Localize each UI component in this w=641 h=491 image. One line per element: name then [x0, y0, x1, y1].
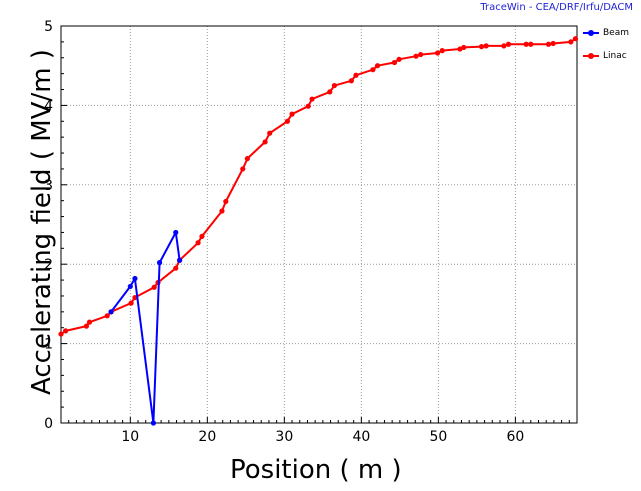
data-point-linac	[572, 36, 579, 42]
x-tick-label: 30	[275, 429, 293, 445]
grid	[61, 26, 577, 423]
y-tick-label: 0	[44, 416, 53, 432]
series	[58, 36, 579, 426]
data-point-linac	[461, 44, 467, 51]
x-tick-label: 60	[506, 429, 524, 445]
series-line-linac	[60, 37, 577, 335]
data-point-linac	[435, 50, 441, 56]
legend: Beam Linac	[583, 26, 629, 72]
x-tick-label: 20	[198, 429, 216, 445]
x-tick-label: 10	[121, 429, 139, 445]
data-point-linac	[523, 41, 529, 47]
data-point-beam	[127, 283, 133, 290]
series-line-beam	[110, 231, 181, 424]
y-tick-label: 3	[44, 178, 53, 194]
legend-item-beam: Beam	[583, 26, 629, 40]
y-tick-label: 2	[44, 257, 53, 273]
data-point-linac	[151, 284, 157, 290]
y-tick-label: 4	[44, 98, 53, 114]
data-point-linac	[505, 41, 512, 47]
data-point-linac	[58, 331, 64, 337]
data-point-linac	[305, 103, 311, 109]
data-point-linac	[104, 313, 110, 319]
data-point-beam	[150, 420, 157, 426]
data-point-linac	[501, 43, 507, 49]
data-point-linac	[63, 328, 69, 334]
y-tick-label: 5	[44, 19, 53, 35]
data-point-beam	[177, 257, 183, 263]
data-point-linac	[219, 208, 225, 214]
data-point-linac	[199, 233, 205, 240]
y-tick-label: 1	[44, 337, 53, 353]
data-point-linac	[244, 155, 250, 162]
data-point-linac	[391, 59, 398, 66]
data-point-linac	[240, 166, 246, 172]
data-point-linac	[173, 265, 179, 271]
data-point-linac	[374, 63, 381, 69]
data-point-linac	[478, 44, 485, 50]
data-point-linac	[128, 300, 134, 306]
data-point-linac	[327, 89, 333, 95]
watermark-text: TraceWin - CEA/DRF/Irfu/DACM	[480, 2, 633, 13]
legend-item-linac: Linac	[583, 49, 629, 63]
data-point-linac	[528, 41, 534, 47]
data-point-linac	[568, 39, 574, 45]
data-point-beam	[156, 260, 163, 266]
data-point-linac	[439, 48, 445, 54]
data-point-linac	[86, 319, 93, 325]
axis-ticks: 10 20 30 40 50 60 0 1 2 3 4 5	[44, 19, 578, 445]
data-point-linac	[396, 56, 402, 62]
data-point-linac	[309, 96, 315, 102]
x-tick-label: 50	[429, 429, 447, 445]
data-point-linac	[83, 323, 90, 329]
data-point-linac	[483, 43, 489, 49]
data-point-linac	[550, 40, 556, 47]
data-point-linac	[262, 139, 268, 145]
y-axis-label: Accelerating field ( MV/m )	[27, 49, 57, 395]
data-point-linac	[370, 67, 376, 73]
data-point-beam	[173, 229, 179, 236]
data-point-linac	[223, 198, 229, 205]
x-axis-label: Position ( m )	[230, 455, 402, 485]
data-point-linac	[267, 130, 273, 136]
data-point-linac	[418, 51, 424, 58]
data-point-beam	[108, 309, 114, 315]
data-point-linac	[284, 118, 291, 124]
data-point-linac	[195, 240, 201, 246]
x-tick-label: 40	[352, 429, 370, 445]
data-point-linac	[413, 53, 419, 59]
legend-label-beam: Beam	[603, 28, 629, 38]
data-point-linac	[289, 111, 295, 117]
legend-swatch-linac	[583, 52, 599, 60]
data-point-beam	[132, 275, 138, 282]
plot-frame	[60, 25, 578, 424]
data-point-linac	[331, 82, 338, 89]
legend-label-linac: Linac	[603, 51, 627, 61]
data-point-linac	[348, 78, 354, 84]
data-point-linac	[353, 72, 359, 78]
data-point-linac	[545, 41, 552, 47]
legend-swatch-beam	[583, 29, 599, 37]
